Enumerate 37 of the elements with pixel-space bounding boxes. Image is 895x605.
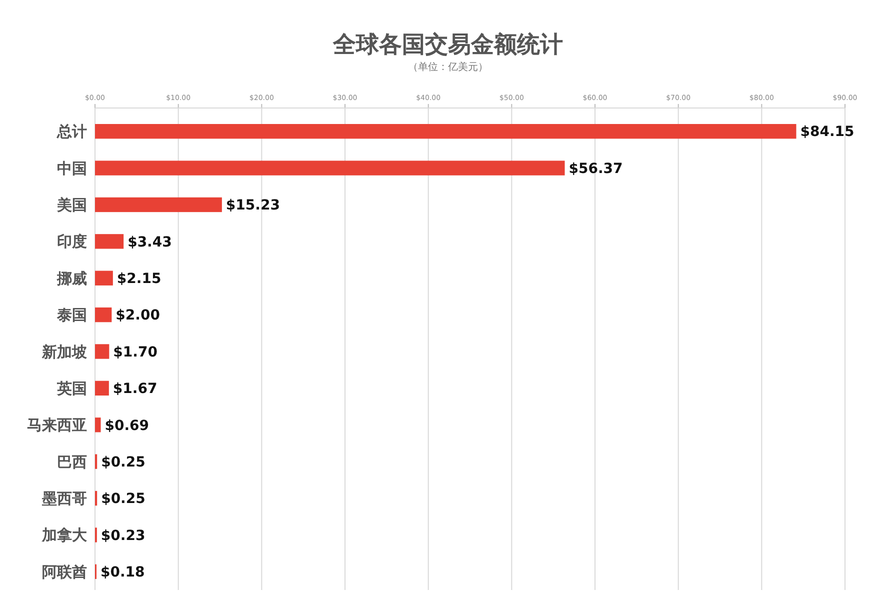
chart-subtitle: （单位：亿美元） (408, 61, 488, 73)
data-label: $0.25 (101, 454, 146, 470)
y-tick-label: 总计 (56, 122, 87, 141)
y-tick-label: 新加坡 (41, 342, 88, 361)
data-label: $15.23 (226, 198, 280, 214)
bar (95, 270, 113, 286)
bar (95, 418, 101, 432)
bar (95, 197, 222, 212)
y-tick-label: 挪威 (56, 269, 87, 288)
bar (95, 160, 565, 176)
bar (95, 307, 112, 322)
y-tick-label: 巴西 (57, 452, 87, 471)
data-label: $0.25 (101, 491, 146, 508)
data-label: $0.69 (104, 418, 150, 434)
y-tick-label: 美国 (56, 196, 87, 214)
data-label: $3.43 (128, 234, 172, 250)
y-tick-label: 泰国 (56, 306, 87, 324)
data-label: $1.70 (113, 344, 158, 360)
data-label: $84.15 (800, 124, 854, 140)
data-label: $0.18 (100, 564, 145, 581)
chart-title: 全球各国交易金额统计 (332, 31, 563, 58)
data-label: $2.15 (116, 271, 162, 288)
bar (95, 124, 796, 139)
bar (95, 234, 124, 249)
data-label: $56.37 (568, 160, 623, 177)
y-tick-label: 马来西亚 (27, 416, 87, 434)
y-tick-label: 印度 (57, 232, 87, 251)
data-label: $2.00 (116, 308, 160, 324)
bar (95, 380, 109, 396)
y-tick-label: 阿联酋 (42, 562, 87, 581)
data-label: $1.67 (112, 381, 158, 398)
bar (95, 344, 110, 359)
y-tick-label: 加拿大 (41, 526, 88, 544)
y-tick-label: 英国 (56, 379, 87, 398)
y-tick-label: 墨西哥 (41, 490, 87, 508)
data-label: $0.23 (100, 528, 146, 544)
y-tick-label: 中国 (57, 159, 87, 178)
